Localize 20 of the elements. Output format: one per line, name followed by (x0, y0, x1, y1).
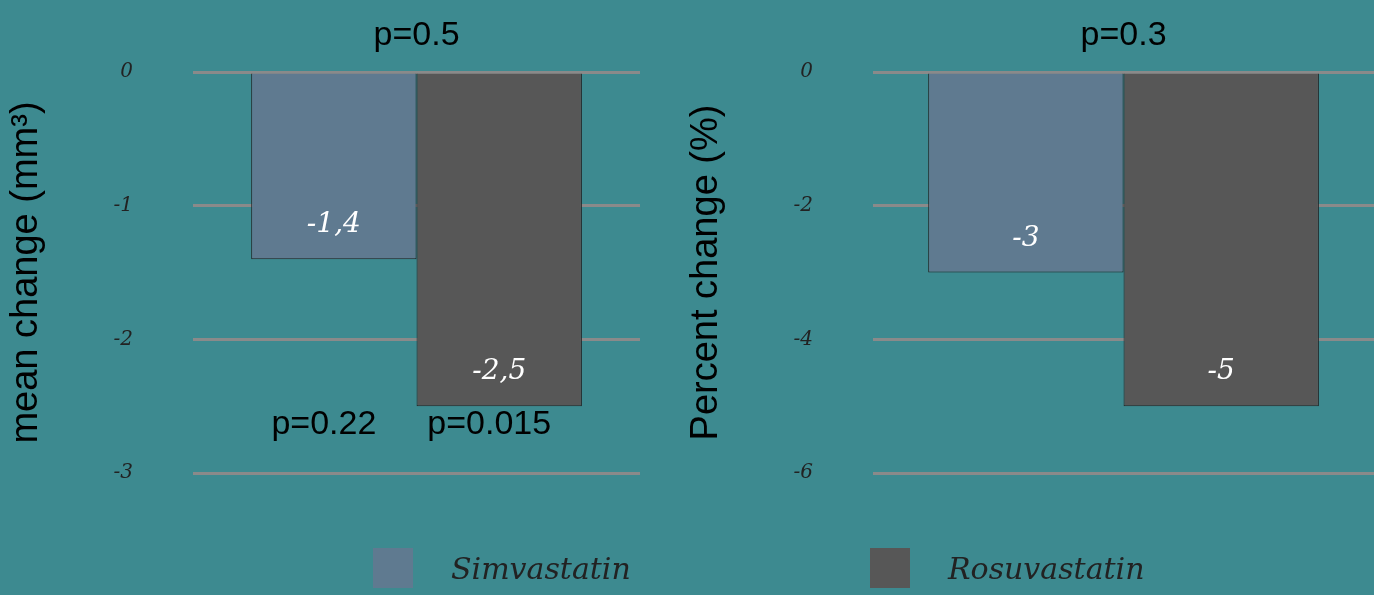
y-tick-label: 0 (120, 58, 134, 83)
y-tick-label: -4 (793, 325, 814, 350)
y-tick-label: -1 (113, 191, 134, 216)
data-label: -2,5 (472, 353, 527, 387)
y-axis-title: Percent change (%) (683, 104, 726, 441)
legend-label: Rosuvastatin (948, 550, 1145, 586)
annotation: p=0.22 (271, 403, 377, 442)
text: p=0.3 (1080, 14, 1167, 53)
text: p=0.5 (373, 14, 460, 53)
y-tick-label: -3 (113, 459, 134, 484)
legend-label: Simvastatin (451, 550, 631, 586)
y-tick-label: -2 (113, 325, 134, 350)
y-tick-label: 0 (800, 58, 814, 83)
y-tick-label: -2 (793, 191, 814, 216)
y-axis-title: mean change (mm³) (3, 101, 46, 444)
y-tick-label: -6 (793, 459, 814, 484)
annotation: p=0.015 (427, 403, 552, 442)
data-label: -1,4 (306, 206, 361, 240)
data-label: -3 (1012, 219, 1040, 253)
data-label: -5 (1207, 353, 1235, 387)
